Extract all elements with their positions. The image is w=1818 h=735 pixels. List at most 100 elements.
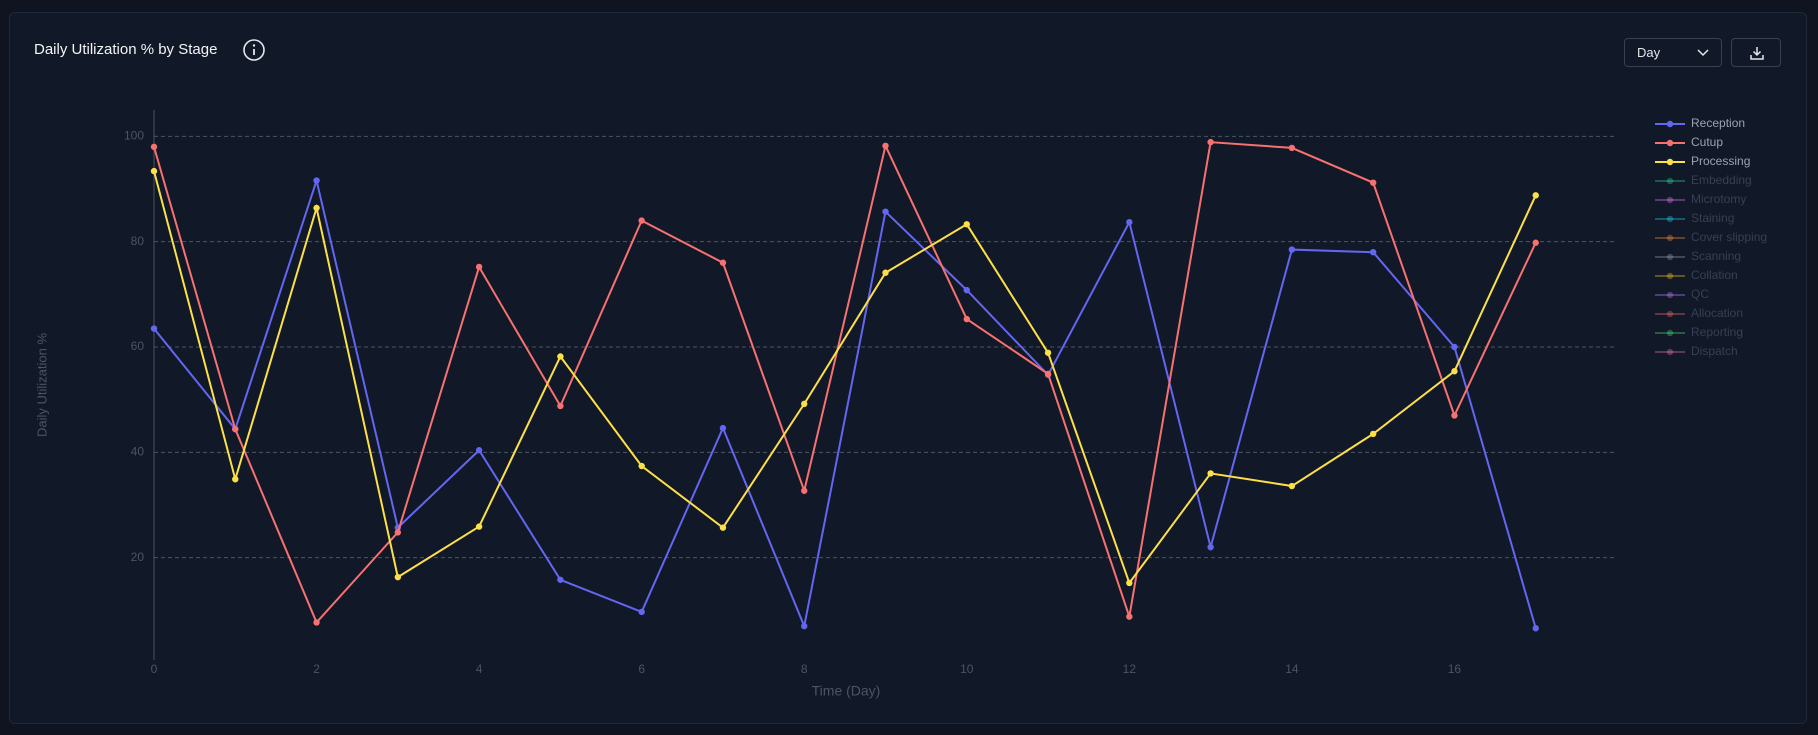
data-point: [719, 259, 727, 266]
granularity-value: Day: [1637, 45, 1661, 60]
legend-label[interactable]: Embedding: [1691, 173, 1752, 187]
data-point: [232, 475, 239, 483]
data-point: [1126, 579, 1133, 587]
legend-marker: [1666, 158, 1674, 166]
data-point: [150, 167, 158, 175]
data-point: [1288, 144, 1296, 152]
legend-marker: [1666, 310, 1674, 318]
y-axis-label: Daily Utilization %: [34, 333, 49, 437]
legend-label[interactable]: Reporting: [1691, 325, 1743, 339]
legend-label[interactable]: Cover slipping: [1691, 230, 1767, 244]
y-tick-label: 20: [131, 550, 145, 564]
data-point: [1288, 482, 1296, 490]
x-tick-label: 14: [1285, 662, 1299, 676]
legend-label[interactable]: Collation: [1691, 268, 1738, 282]
data-point: [719, 524, 727, 531]
x-tick-label: 0: [151, 662, 158, 676]
data-point: [1532, 192, 1539, 199]
legend-label[interactable]: Cutup: [1691, 135, 1723, 149]
data-point: [232, 425, 239, 433]
x-axis-label: Time (Day): [812, 683, 881, 699]
data-point: [1369, 430, 1377, 438]
legend-marker: [1666, 234, 1674, 242]
data-point: [150, 143, 158, 151]
data-point: [1207, 543, 1214, 551]
y-tick-label: 60: [131, 339, 145, 353]
data-point: [1451, 412, 1458, 419]
data-point: [882, 269, 889, 276]
data-point: [882, 142, 889, 150]
data-point: [150, 325, 158, 332]
data-point: [1369, 179, 1377, 186]
x-tick-label: 10: [960, 662, 974, 676]
download-icon: [1750, 47, 1764, 60]
data-point: [963, 286, 970, 294]
info-icon[interactable]: [243, 39, 265, 61]
legend-label[interactable]: Processing: [1691, 154, 1750, 168]
y-tick-label: 40: [131, 445, 145, 459]
data-point: [801, 400, 808, 408]
legend-marker: [1666, 196, 1674, 204]
legend-marker: [1666, 272, 1674, 280]
data-point: [313, 177, 320, 184]
x-tick-label: 8: [801, 662, 808, 676]
legend-label[interactable]: QC: [1691, 287, 1709, 301]
legend-label[interactable]: Scanning: [1691, 249, 1741, 263]
data-point: [963, 221, 970, 228]
series-line: [153, 141, 1537, 625]
data-point: [1044, 370, 1052, 378]
data-point: [638, 217, 645, 224]
data-point: [1044, 349, 1052, 356]
data-point: [963, 315, 970, 323]
legend-marker: [1666, 253, 1674, 261]
data-point: [313, 619, 320, 626]
data-point: [1532, 239, 1539, 246]
chevron: [1697, 49, 1709, 57]
data-point: [394, 529, 402, 536]
data-point: [719, 424, 727, 432]
data-point: [801, 622, 808, 630]
chart-title: Daily Utilization % by Stage: [34, 41, 218, 58]
data-point: [475, 447, 483, 454]
legend-label[interactable]: Reception: [1691, 116, 1745, 130]
granularity-select[interactable]: Day: [1624, 38, 1722, 67]
x-tick-label: 12: [1123, 662, 1137, 676]
y-tick-label: 100: [124, 129, 144, 143]
legend-marker: [1666, 177, 1674, 185]
data-point: [1369, 249, 1377, 256]
data-point: [801, 487, 808, 494]
legend-marker: [1666, 291, 1674, 299]
data-point: [557, 576, 564, 583]
legend-marker: [1666, 120, 1674, 128]
data-point: [638, 608, 645, 616]
legend-label[interactable]: Staining: [1691, 211, 1734, 225]
legend-label[interactable]: Allocation: [1691, 306, 1743, 320]
data-point: [1532, 625, 1539, 632]
y-tick-label: 80: [131, 234, 145, 248]
legend-marker: [1666, 348, 1674, 356]
data-point: [1207, 138, 1214, 146]
series-line: [153, 170, 1537, 586]
data-point: [557, 353, 564, 360]
data-point: [394, 573, 402, 581]
legend-marker: [1666, 139, 1674, 147]
data-point: [313, 204, 320, 212]
data-point: [1288, 246, 1296, 253]
data-point: [882, 208, 889, 215]
legend-marker: [1666, 329, 1674, 337]
legend-marker: [1666, 215, 1674, 223]
data-point: [1126, 218, 1133, 226]
download-button[interactable]: [1731, 38, 1781, 67]
data-point: [475, 523, 483, 530]
data-point: [475, 263, 483, 271]
x-tick-label: 6: [638, 662, 645, 676]
data-point: [1451, 343, 1458, 351]
data-point: [1451, 368, 1458, 375]
x-tick-label: 4: [476, 662, 483, 676]
legend-label[interactable]: Dispatch: [1691, 344, 1738, 358]
data-point: [1207, 470, 1214, 477]
legend-label[interactable]: Microtomy: [1691, 192, 1746, 206]
data-point: [1126, 613, 1133, 620]
